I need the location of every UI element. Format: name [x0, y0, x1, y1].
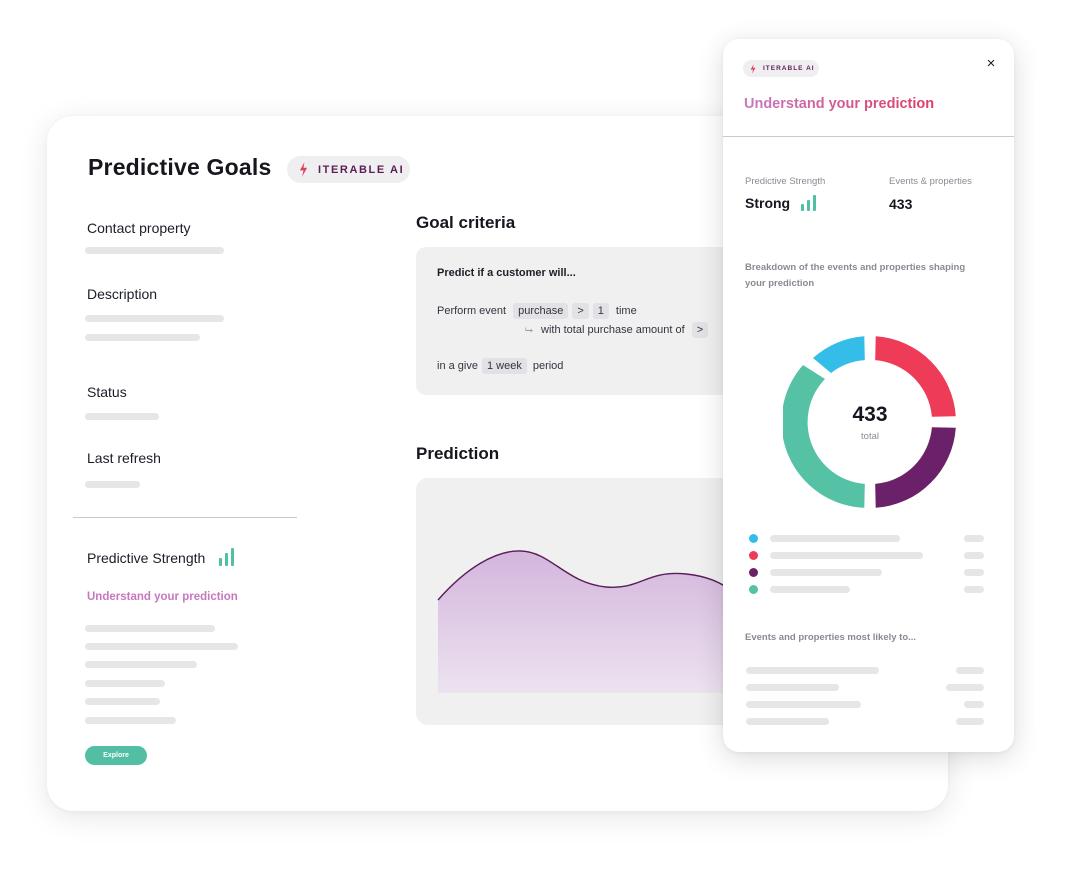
event-select[interactable]: purchase [513, 303, 569, 319]
predictive-strength-label: Predictive Strength [87, 550, 206, 566]
signal-strength-icon [801, 195, 817, 211]
lightning-icon [299, 162, 308, 177]
most-likely-placeholder [746, 667, 879, 674]
strength-placeholder-line [85, 643, 238, 650]
period-select[interactable]: 1 week [481, 358, 527, 374]
most-likely-value-placeholder [956, 718, 984, 725]
criteria-intro: Predict if a customer will... [437, 267, 576, 279]
strength-placeholder-line [85, 717, 176, 724]
in-a-give-label: in a give [437, 360, 478, 372]
events-properties-value: 433 [889, 196, 913, 212]
contact-property-label: Contact property [87, 220, 191, 236]
status-label: Status [87, 384, 127, 400]
predictive-strength-value: Strong [745, 195, 791, 211]
strength-placeholder-line [85, 625, 215, 632]
donut-segment-purple [875, 427, 956, 508]
most-likely-value-placeholder [964, 701, 984, 708]
description-placeholder-line [85, 315, 224, 322]
criteria-event-row: Perform event purchase > 1 time [437, 303, 637, 319]
legend-value-placeholder [964, 535, 984, 542]
iterable-ai-label: ITERABLE AI [763, 65, 815, 72]
events-properties-label: Events & properties [889, 176, 972, 187]
legend-value-placeholder [964, 569, 984, 576]
signal-strength-icon [219, 548, 235, 566]
donut-segment-red [875, 336, 956, 417]
prediction-line [437, 550, 737, 601]
page-title: Predictive Goals [88, 154, 272, 180]
donut-segment-blue [813, 336, 865, 373]
breakdown-heading: Breakdown of the events and properties s… [745, 262, 966, 289]
description-placeholder-line [85, 334, 200, 341]
criteria-period-row: in a give 1 week period [437, 358, 563, 374]
iterable-ai-badge: ITERABLE AI [743, 60, 819, 77]
period-label: period [532, 360, 564, 372]
predictive-strength-value-row: Strong [745, 195, 817, 211]
donut-total-value: 433 [852, 403, 888, 426]
predictive-strength-label: Predictive Strength [745, 176, 826, 187]
legend-value-placeholder [964, 552, 984, 559]
prediction-title: Prediction [416, 444, 500, 463]
most-likely-placeholder [746, 718, 829, 725]
legend-dot-green [749, 585, 758, 594]
lightning-icon [750, 63, 756, 74]
understand-prediction-link[interactable]: Understand your prediction [87, 591, 238, 603]
count-input[interactable]: 1 [592, 303, 609, 319]
legend-value-placeholder [964, 586, 984, 593]
section-divider [73, 517, 297, 518]
predictive-strength-row: Predictive Strength [87, 548, 235, 566]
explore-button[interactable]: Explore [85, 746, 147, 765]
close-icon[interactable]: × [986, 54, 996, 72]
perform-event-label: Perform event [437, 305, 507, 317]
prediction-area [438, 550, 736, 693]
amount-operator-select[interactable]: > [691, 322, 709, 338]
legend-placeholder [770, 535, 900, 542]
legend-placeholder [770, 586, 850, 593]
prediction-area-chart [437, 550, 737, 693]
legend-placeholder [770, 569, 882, 576]
legend-dot-purple [749, 568, 758, 577]
most-likely-placeholder [746, 684, 839, 691]
sub-arrow-icon: ⮡ [525, 324, 533, 336]
status-placeholder [85, 413, 159, 420]
with-total-label: with total purchase amount of [541, 324, 685, 336]
donut-svg [781, 336, 956, 508]
donut-segment-green [781, 365, 865, 508]
understand-prediction-panel: ITERABLE AI × Understand your prediction… [723, 39, 1014, 752]
donut-total-label: total [861, 431, 879, 442]
description-label: Description [87, 286, 158, 302]
legend-dot-blue [749, 534, 758, 543]
strength-placeholder-line [85, 680, 165, 687]
most-likely-value-placeholder [946, 684, 984, 691]
iterable-ai-label: ITERABLE AI [318, 163, 405, 176]
most-likely-heading: Events and properties most likely to... [745, 632, 917, 643]
panel-divider [723, 136, 1014, 137]
iterable-ai-badge: ITERABLE AI [287, 156, 410, 183]
most-likely-placeholder [746, 701, 861, 708]
last-refresh-label: Last refresh [87, 450, 161, 466]
legend-placeholder [770, 552, 923, 559]
goal-criteria-title: Goal criteria [416, 213, 516, 232]
strength-placeholder-line [85, 661, 197, 668]
events-donut-chart: 433 total [781, 335, 957, 509]
strength-placeholder-line [85, 698, 160, 705]
contact-property-placeholder [85, 247, 224, 254]
operator-select[interactable]: > [572, 303, 589, 319]
legend-dot-red [749, 551, 758, 560]
most-likely-value-placeholder [956, 667, 984, 674]
panel-title: Understand your prediction [744, 96, 935, 112]
time-label: time [615, 305, 637, 317]
criteria-amount-row: ⮡ with total purchase amount of > [525, 322, 709, 338]
last-refresh-placeholder [85, 481, 140, 488]
